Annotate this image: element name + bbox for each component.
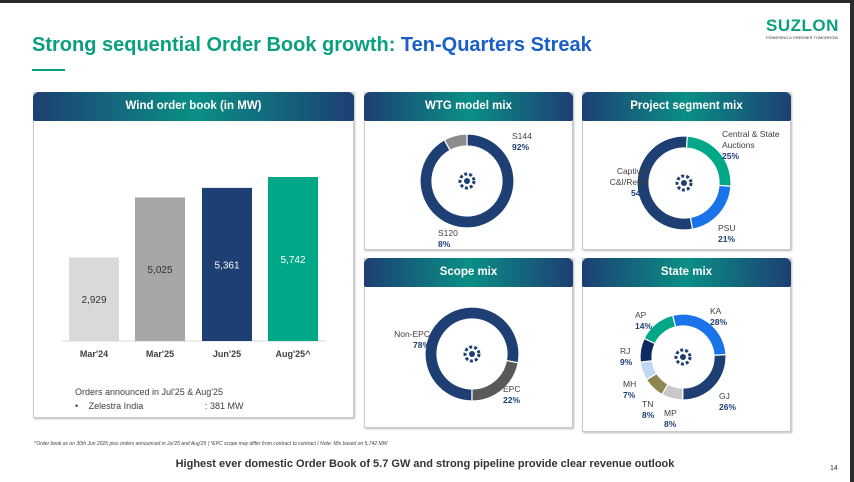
label-tn: TN 8%: [642, 399, 655, 420]
page-number: 14: [830, 465, 838, 472]
gear-document-icon: [675, 174, 693, 192]
label-epc: EPC 22%: [503, 384, 521, 405]
panel-header: WTG model mix: [364, 92, 573, 121]
order-amount: : 381 MW: [205, 401, 244, 411]
order-item: • Zelestra India : 381 MW: [75, 401, 244, 411]
footnote: ^Order book as on 30th Jun 2025 plus ord…: [34, 441, 388, 447]
label-captive: Captive/ C&I/Retail 54%: [609, 166, 648, 198]
title-underline: [32, 69, 65, 71]
orders-heading: Orders announced in Jul'25 & Aug'25: [75, 387, 224, 397]
bar-3: [268, 177, 318, 341]
label-s120: S120 8%: [438, 228, 458, 249]
gear-network-icon: [463, 345, 481, 363]
label-mp: MP 8%: [664, 408, 677, 429]
label-s144: S144 92%: [512, 131, 532, 152]
label-mh: MH 7%: [623, 379, 637, 400]
logo-tagline: POWERING A GREENER TOMORROW: [766, 35, 839, 40]
panel-header: Wind order book (in MW): [33, 92, 354, 121]
slice-s144: [419, 133, 515, 229]
bullet: •: [75, 401, 79, 411]
bar-1: [135, 197, 185, 341]
label-rj: RJ 9%: [620, 346, 633, 367]
panel-header: Project segment mix: [582, 92, 791, 121]
slice-epc: [471, 359, 519, 402]
category-label: Mar'24: [80, 349, 108, 359]
bar-0: [69, 257, 119, 341]
slice-captive-c-i-retail: [636, 135, 694, 231]
charts-canvas: 2,929 Mar'24 5,025 Mar'25 5,361 Jun'25 5,742 Au…: [62, 133, 732, 402]
slide: SUZLON POWERING A GREENER TOMORROW Stron…: [0, 3, 850, 482]
bar-2: [202, 187, 252, 341]
bar-value-label: 5,025: [147, 265, 172, 276]
label-non-epc: Non-EPC 78%: [394, 329, 430, 350]
bar-value-label: 5,742: [280, 255, 305, 266]
title-part1: Strong sequential Order Book growth:: [32, 34, 401, 56]
india-map-icon: [674, 348, 692, 366]
wind-order-book-panel: Wind order book (in MW): [33, 92, 354, 418]
bar-value-label: 5,361: [214, 260, 239, 271]
suzlon-logo: SUZLON: [766, 16, 839, 35]
title-part2: Ten-Quarters Streak: [400, 34, 592, 56]
order-customer: Zelestra India: [88, 401, 144, 411]
label-central-state: Central & State Auctions 25%: [722, 129, 780, 161]
slice-ap: [643, 314, 677, 345]
panel-header: State mix: [582, 258, 791, 287]
panel-header: Scope mix: [364, 258, 573, 287]
category-label: Jun'25: [213, 349, 241, 359]
bottom-takeaway: Highest ever domestic Order Book of 5.7 …: [175, 458, 675, 470]
category-label: Mar'25: [146, 349, 174, 359]
lightbulb-gear-icon: [458, 172, 476, 190]
page-title: Strong sequential Order Book growth: Ten…: [32, 34, 592, 57]
label-psu: PSU 21%: [718, 223, 736, 244]
state-mix-panel: State mix: [582, 258, 791, 432]
label-ap: AP 14%: [635, 310, 653, 331]
label-ka: KA 28%: [710, 306, 728, 327]
label-gj: GJ 26%: [719, 391, 737, 412]
bar-value-label: 2,929: [81, 295, 106, 306]
category-label: Aug'25^: [276, 349, 312, 359]
slice-non-epc: [424, 306, 520, 402]
slice-s120: [443, 133, 468, 152]
project-segment-mix-panel: Project segment mix: [582, 92, 791, 250]
